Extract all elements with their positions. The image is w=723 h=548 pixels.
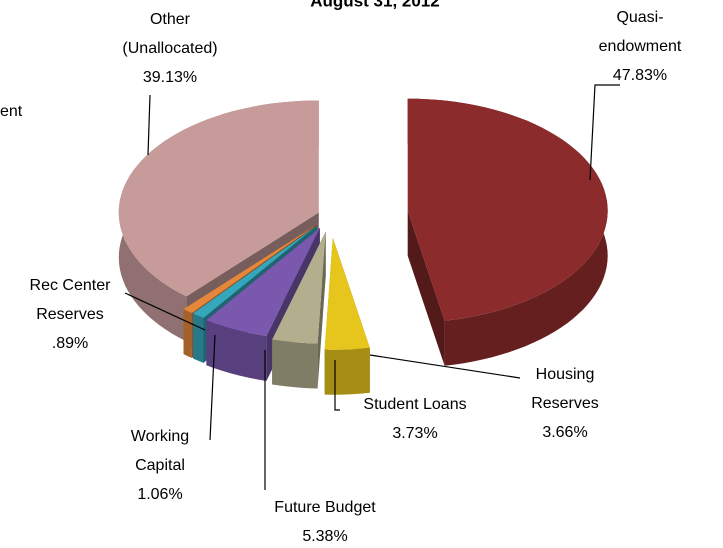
slice-label: Other: [150, 11, 191, 28]
leader-line: [334, 360, 340, 411]
leader-line: [209, 334, 216, 441]
slice-top: [407, 98, 608, 321]
slice-top: [193, 225, 317, 318]
value-label: 3.73%: [392, 425, 437, 442]
slice-label: Reserves: [36, 306, 104, 323]
slice-label: Future Budget: [274, 499, 376, 516]
slice-label: Rec Center: [30, 277, 112, 294]
slice-top: [118, 100, 319, 297]
slice-top: [183, 225, 316, 313]
slice-side: [324, 347, 370, 395]
slice-label: Housing: [536, 366, 595, 383]
slice: [324, 237, 370, 395]
slice-side: [193, 313, 204, 363]
slice: [272, 231, 326, 389]
slice-side: [272, 339, 318, 389]
leader-line: [589, 84, 620, 181]
leader-line: [147, 94, 151, 156]
slice-label: Student Loans: [363, 396, 466, 413]
slice-wall: [407, 210, 445, 366]
chart-title: August 31, 2012: [310, 0, 439, 10]
slice-side: [183, 309, 192, 358]
slice-label: Capital: [135, 457, 185, 474]
slice-top: [206, 228, 320, 336]
slice: [407, 98, 608, 366]
leader-line: [124, 292, 206, 331]
slice-top: [324, 237, 370, 350]
value-label: 47.83%: [613, 67, 667, 84]
value-label: .89%: [52, 335, 88, 352]
slice-label: Working: [131, 428, 189, 445]
slice-label: Reserves: [531, 395, 599, 412]
leader-line: [369, 354, 521, 379]
slice-side: [206, 320, 267, 381]
slice-label: endowment: [599, 38, 682, 55]
value-label: 1.06%: [137, 486, 182, 503]
value-label: 5.38%: [302, 528, 347, 545]
value-label: 3.66%: [542, 424, 587, 441]
value-label: 39.13%: [143, 69, 197, 86]
slice-label: (Unallocated): [122, 40, 217, 57]
slice-label: Quasi-: [616, 9, 663, 26]
pie: [118, 98, 608, 395]
labels: Quasi-endowment 47.83% Housing Reserves 3.66…: [30, 9, 682, 545]
cropped-label: ent: [0, 103, 23, 120]
slice-top: [272, 231, 326, 344]
